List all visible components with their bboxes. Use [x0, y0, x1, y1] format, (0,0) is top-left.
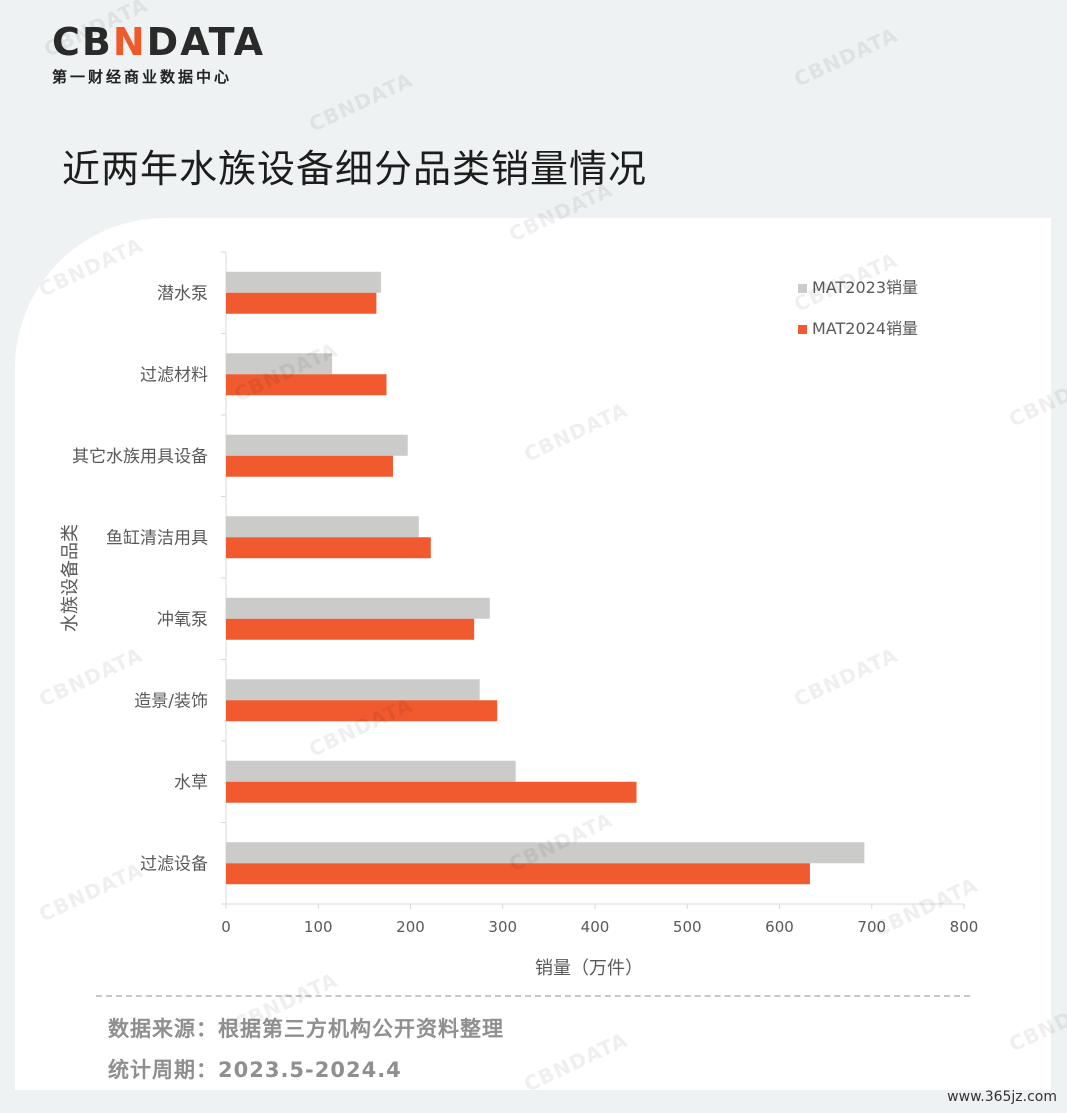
x-tick-label: 500: [673, 918, 702, 936]
page-title: 近两年水族设备细分品类销量情况: [62, 147, 648, 191]
category-label: 其它水族用具设备: [72, 447, 208, 467]
bar-mat2024: [226, 700, 498, 722]
x-axis-title: 销量（万件）: [535, 958, 643, 979]
bar-mat2023: [226, 353, 333, 375]
category-label: 水草: [174, 773, 208, 793]
bar-mat2023: [226, 271, 381, 293]
site-url: www.365jz.com: [947, 1089, 1057, 1105]
x-tick-label: 200: [396, 918, 425, 936]
bar-mat2024: [226, 781, 637, 803]
bar-mat2024: [226, 292, 377, 314]
legend-swatch: [798, 284, 807, 293]
x-tick-label: 800: [950, 918, 979, 936]
category-label: 潜水泵: [157, 284, 208, 304]
x-tick-label: 0: [221, 918, 231, 936]
x-tick-label: 300: [488, 918, 517, 936]
chart-card: [15, 218, 1051, 1090]
category-label: 鱼缸清洁用具: [106, 527, 208, 548]
bar-mat2023: [226, 597, 490, 619]
category-label: 冲氧泵: [157, 610, 208, 630]
category-label: 造景/装饰: [134, 691, 208, 711]
bar-mat2024: [226, 537, 431, 559]
bar-mat2023: [226, 516, 419, 538]
legend-label: MAT2023销量: [812, 278, 918, 297]
divider: [96, 995, 970, 997]
bar-mat2024: [226, 374, 387, 396]
logo-wordmark: CBNDATA: [52, 20, 266, 64]
bar-mat2024: [226, 863, 810, 885]
legend-swatch: [798, 325, 807, 334]
x-tick-label: 700: [857, 918, 886, 936]
bar-mat2024: [226, 455, 393, 477]
x-tick-label: 600: [765, 918, 794, 936]
stat-period: 统计周期：2023.5-2024.4: [108, 1058, 402, 1082]
bar-mat2024: [226, 618, 475, 640]
y-axis-title: 水族设备品类: [60, 524, 81, 632]
category-label: 过滤材料: [140, 365, 208, 385]
bar-mat2023: [226, 760, 516, 782]
x-tick-label: 100: [304, 918, 333, 936]
bar-mat2023: [226, 679, 480, 701]
logo-subtitle: 第一财经商业数据中心: [52, 68, 233, 86]
bar-mat2023: [226, 842, 865, 864]
data-source: 数据来源：根据第三方机构公开资料整理: [108, 1017, 504, 1041]
x-tick-label: 400: [581, 918, 610, 936]
legend-label: MAT2024销量: [812, 319, 918, 338]
category-label: 过滤设备: [140, 854, 208, 874]
logo: CBNDATA 第一财经商业数据中心: [52, 20, 265, 87]
bar-mat2023: [226, 434, 408, 456]
